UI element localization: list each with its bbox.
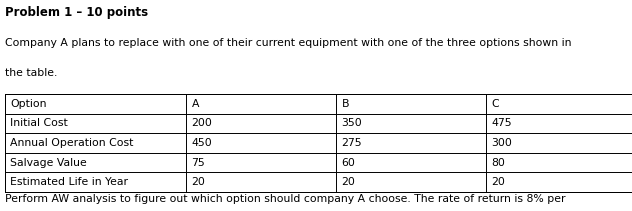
Text: 200: 200 [191, 118, 212, 128]
Text: Annual Operation Cost: Annual Operation Cost [10, 138, 133, 148]
Bar [5, 94, 632, 192]
Text: Initial Cost: Initial Cost [10, 118, 68, 128]
Text: Estimated Life in Year: Estimated Life in Year [10, 177, 128, 187]
Text: 20: 20 [341, 177, 355, 187]
Text: 20: 20 [492, 177, 506, 187]
Text: A: A [191, 99, 199, 109]
Text: 20: 20 [191, 177, 205, 187]
Text: 450: 450 [191, 138, 212, 148]
Text: 350: 350 [341, 118, 362, 128]
Text: Problem 1 – 10 points: Problem 1 – 10 points [5, 6, 148, 19]
Text: 60: 60 [341, 158, 355, 168]
Text: 300: 300 [492, 138, 513, 148]
Text: Perform AW analysis to figure out which option should company A choose. The rate: Perform AW analysis to figure out which … [5, 194, 566, 204]
Text: C: C [492, 99, 499, 109]
Text: 80: 80 [492, 158, 506, 168]
Text: 275: 275 [341, 138, 362, 148]
Text: Company A plans to replace with one of their current equipment with one of the t: Company A plans to replace with one of t… [5, 38, 571, 48]
Text: 75: 75 [191, 158, 205, 168]
Text: B: B [341, 99, 349, 109]
Text: 475: 475 [492, 118, 512, 128]
Text: Salvage Value: Salvage Value [10, 158, 87, 168]
Text: Option: Option [10, 99, 47, 109]
Text: the table.: the table. [5, 68, 58, 77]
